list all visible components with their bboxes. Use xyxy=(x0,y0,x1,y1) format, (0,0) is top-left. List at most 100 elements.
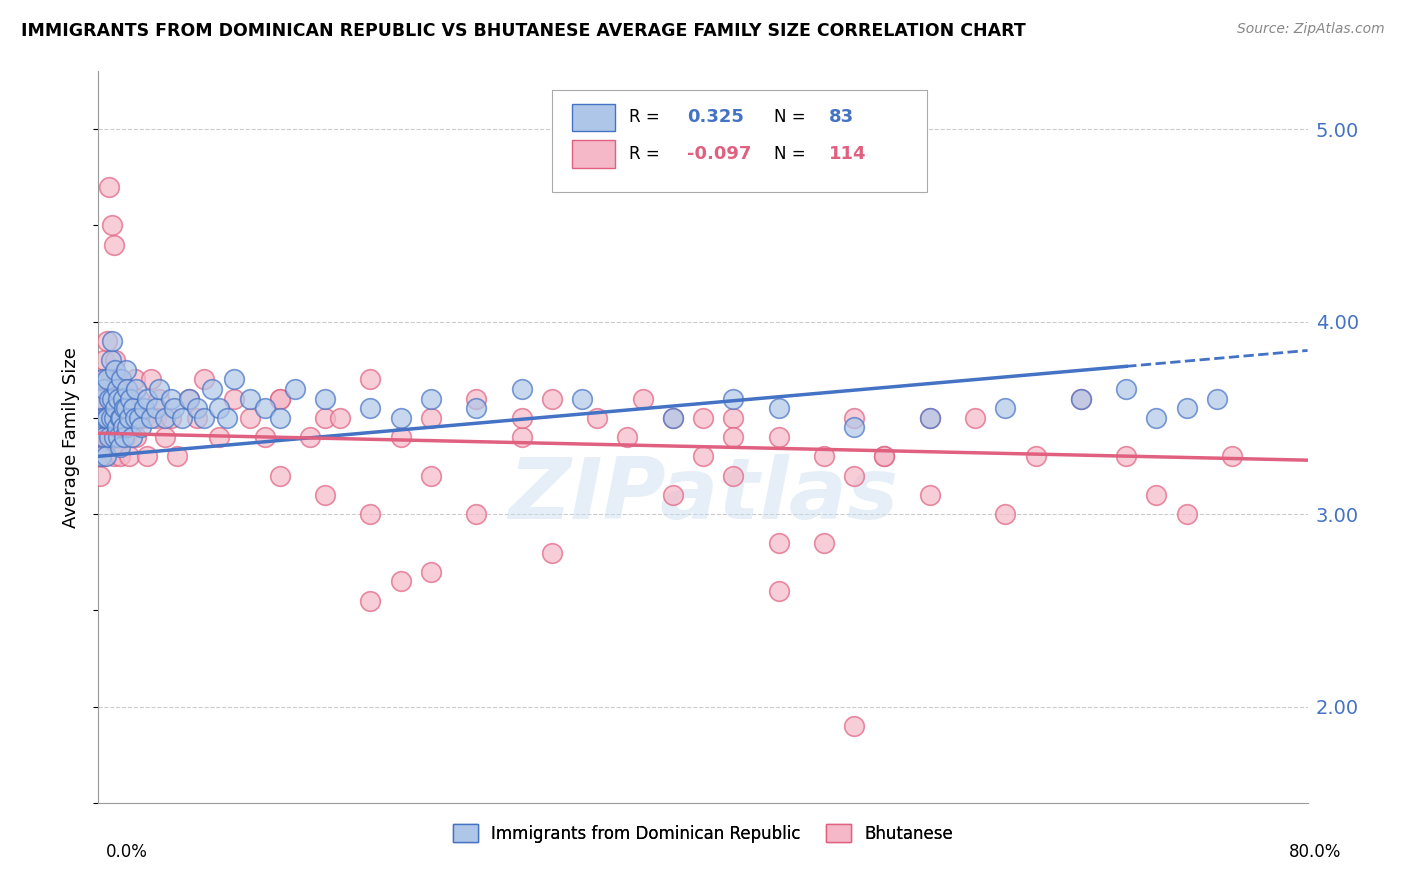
Point xyxy=(179,392,201,406)
Point xyxy=(224,372,246,386)
Point xyxy=(215,410,238,425)
Point xyxy=(91,430,114,444)
Point xyxy=(141,410,163,425)
Point xyxy=(360,507,382,521)
Point xyxy=(105,372,128,386)
Point xyxy=(918,410,941,425)
Point xyxy=(93,382,115,396)
Point xyxy=(89,430,111,444)
Point xyxy=(112,430,135,444)
Point xyxy=(115,382,138,396)
Point xyxy=(723,430,745,444)
Point xyxy=(132,401,155,416)
Point xyxy=(91,372,114,386)
Point xyxy=(100,353,122,368)
Point xyxy=(179,392,201,406)
Point xyxy=(132,410,155,425)
Point xyxy=(112,392,135,406)
Point xyxy=(101,430,124,444)
FancyBboxPatch shape xyxy=(551,90,927,192)
Point xyxy=(108,410,131,425)
Text: Source: ZipAtlas.com: Source: ZipAtlas.com xyxy=(1237,22,1385,37)
Point xyxy=(120,392,142,406)
Point xyxy=(692,410,714,425)
Point xyxy=(420,468,443,483)
Text: R =: R = xyxy=(630,145,659,163)
Point xyxy=(122,401,145,416)
Point xyxy=(193,372,215,386)
Y-axis label: Average Family Size: Average Family Size xyxy=(62,347,80,527)
Point xyxy=(768,401,790,416)
Point xyxy=(314,488,336,502)
Point xyxy=(186,410,208,425)
Point xyxy=(723,392,745,406)
Point xyxy=(110,410,132,425)
Point xyxy=(105,382,128,396)
Point xyxy=(118,450,141,464)
Point xyxy=(193,410,215,425)
Point xyxy=(284,382,307,396)
Point xyxy=(1175,507,1198,521)
Point xyxy=(269,392,291,406)
Point xyxy=(91,372,114,386)
Point xyxy=(107,392,129,406)
Point xyxy=(96,334,118,348)
Point xyxy=(253,430,276,444)
Point xyxy=(101,219,124,233)
Point xyxy=(128,392,150,406)
Point xyxy=(844,420,866,434)
Point xyxy=(103,430,125,444)
Point xyxy=(239,392,262,406)
Point xyxy=(101,334,124,348)
Point xyxy=(120,392,142,406)
Point xyxy=(107,392,129,406)
Point xyxy=(239,410,262,425)
Point xyxy=(160,392,183,406)
Point xyxy=(420,565,443,579)
Point xyxy=(360,593,382,607)
Point xyxy=(90,410,112,425)
Point xyxy=(124,372,146,386)
Text: 114: 114 xyxy=(828,145,866,163)
Point xyxy=(208,401,231,416)
Point xyxy=(93,430,115,444)
Point xyxy=(111,420,134,434)
Text: IMMIGRANTS FROM DOMINICAN REPUBLIC VS BHUTANESE AVERAGE FAMILY SIZE CORRELATION : IMMIGRANTS FROM DOMINICAN REPUBLIC VS BH… xyxy=(21,22,1026,40)
Point xyxy=(135,392,157,406)
Point xyxy=(101,392,124,406)
Point xyxy=(115,410,138,425)
Point xyxy=(1144,410,1167,425)
Point xyxy=(96,410,118,425)
Point xyxy=(994,507,1017,521)
Point xyxy=(224,392,246,406)
Point xyxy=(314,392,336,406)
Point xyxy=(110,372,132,386)
Point xyxy=(208,430,231,444)
Point xyxy=(813,536,835,550)
Point xyxy=(510,410,533,425)
Text: N =: N = xyxy=(775,145,806,163)
Text: 0.325: 0.325 xyxy=(688,109,744,127)
Point xyxy=(1115,382,1137,396)
Point xyxy=(1070,392,1092,406)
Point xyxy=(100,372,122,386)
Point xyxy=(103,410,125,425)
Point xyxy=(98,430,121,444)
Point xyxy=(114,362,136,376)
Point xyxy=(103,450,125,464)
Point xyxy=(314,410,336,425)
Point xyxy=(96,410,118,425)
Point xyxy=(115,420,138,434)
Point xyxy=(329,410,352,425)
Point xyxy=(108,450,131,464)
Point xyxy=(98,179,121,194)
Point xyxy=(1206,392,1229,406)
Point xyxy=(98,392,121,406)
Point xyxy=(1070,392,1092,406)
Point xyxy=(586,410,609,425)
Point xyxy=(1144,488,1167,502)
Text: 80.0%: 80.0% xyxy=(1288,843,1341,861)
Point xyxy=(844,719,866,733)
Point xyxy=(873,450,896,464)
Point xyxy=(723,410,745,425)
